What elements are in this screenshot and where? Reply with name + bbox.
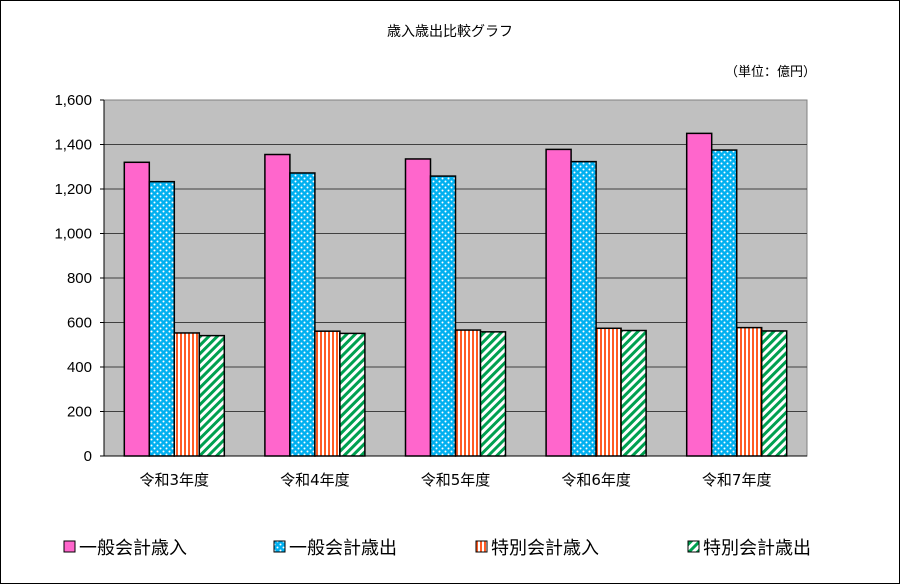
bar: [123, 161, 151, 457]
y-tick-label: 1,200: [54, 181, 92, 198]
bar: [620, 329, 647, 457]
bar: [570, 160, 597, 457]
x-tick-label: 令和7年度: [702, 471, 772, 489]
bar: [289, 172, 316, 457]
chart-title: 歳入歳出比較グラフ: [387, 24, 513, 40]
bar: [685, 132, 713, 457]
x-tick-label: 令和4年度: [280, 471, 350, 489]
bar: [339, 332, 366, 457]
y-tick-label: 1,600: [54, 92, 92, 109]
legend-label: 一般会計歳入: [79, 538, 187, 559]
bar: [429, 175, 457, 457]
legend-swatch: [63, 540, 76, 553]
bar: [314, 330, 341, 457]
legend-swatch: [273, 540, 286, 553]
bar: [595, 327, 622, 457]
bar: [454, 329, 482, 457]
legend-label: 一般会計歳出: [289, 538, 397, 559]
legend-label: 特別会計歳入: [491, 538, 599, 559]
y-tick-label: 0: [84, 448, 92, 465]
bar: [545, 148, 572, 457]
x-tick-label: 令和6年度: [561, 471, 631, 489]
bar: [148, 180, 176, 457]
y-tick-label: 1,000: [54, 226, 92, 243]
bar: [264, 153, 291, 457]
bars: [123, 132, 788, 457]
y-tick-label: 600: [67, 315, 92, 332]
y-axis-tick-labels: 0 200 400 600 800 1,000 1,200 1,400 1,600: [54, 92, 104, 465]
unit-label: （単位：億円）: [725, 64, 816, 80]
x-tick-label: 令和3年度: [140, 471, 210, 489]
legend-swatch: [475, 540, 488, 553]
legend: 一般会計歳入 一般会計歳出 特別会計歳入 特別会計歳出: [63, 538, 811, 559]
bar: [760, 330, 788, 457]
bar: [479, 331, 507, 457]
x-axis-tick-labels: 令和3年度 令和4年度 令和5年度 令和6年度 令和7年度: [140, 471, 772, 489]
bar: [173, 332, 201, 457]
legend-label: 特別会計歳出: [703, 538, 811, 559]
y-tick-label: 1,400: [54, 137, 92, 154]
bar: [198, 334, 226, 457]
legend-swatch: [687, 540, 700, 553]
y-tick-label: 200: [67, 404, 92, 421]
x-tick-label: 令和5年度: [421, 471, 491, 489]
bar: [735, 326, 763, 457]
y-tick-label: 400: [67, 359, 92, 376]
y-tick-label: 800: [67, 270, 92, 287]
bar: [404, 158, 432, 457]
bar: [710, 149, 738, 457]
